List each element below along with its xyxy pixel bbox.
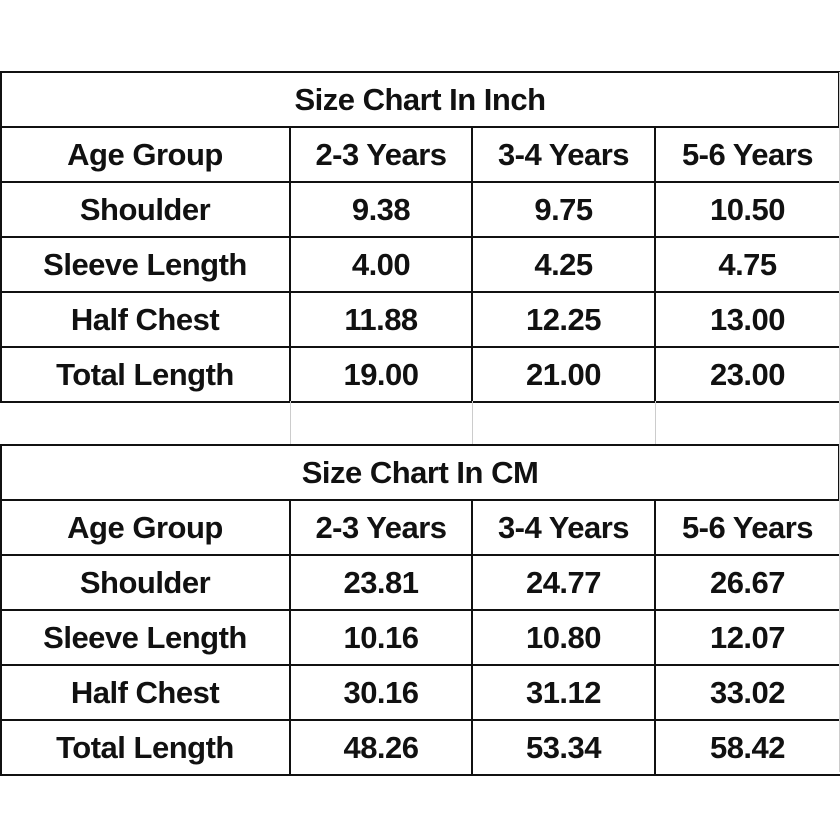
row-border	[0, 719, 840, 721]
value-cell: 10.16	[343, 619, 419, 655]
table-title: Size Chart In Inch	[294, 81, 546, 117]
row-label: Half Chest	[70, 674, 220, 710]
row-label: Sleeve Length	[43, 246, 247, 282]
value-cell: 33.02	[709, 674, 786, 710]
col-border	[654, 499, 656, 776]
value-cell: 21.00	[525, 356, 602, 392]
col-border	[0, 71, 2, 403]
separator-grid	[472, 401, 473, 444]
row-border	[0, 774, 840, 776]
value-cell: 4.00	[351, 246, 411, 282]
row-border	[0, 444, 840, 446]
value-cell: 13.00	[709, 301, 786, 337]
row-border	[0, 499, 840, 501]
header-cell: Age Group	[67, 509, 223, 545]
value-cell: 26.67	[709, 564, 786, 600]
value-cell: 23.00	[709, 356, 786, 392]
row-label: Total Length	[56, 729, 234, 765]
row-border	[0, 609, 840, 611]
row-label: Shoulder	[79, 191, 211, 227]
header-cell: 2-3 Years	[315, 509, 447, 545]
row-border	[0, 554, 840, 556]
header-cell: Age Group	[67, 136, 223, 172]
row-label: Total Length	[56, 356, 234, 392]
value-cell: 30.16	[343, 674, 419, 710]
col-border	[0, 444, 2, 776]
row-border	[0, 181, 840, 183]
col-border	[289, 499, 291, 776]
value-cell: 4.25	[534, 246, 593, 282]
separator-grid	[655, 401, 656, 444]
row-label: Shoulder	[79, 564, 211, 600]
value-cell: 10.50	[709, 191, 786, 227]
row-border	[0, 401, 840, 403]
row-border	[0, 664, 840, 666]
row-label: Half Chest	[70, 301, 220, 337]
value-cell: 31.12	[525, 674, 602, 710]
col-border	[289, 126, 291, 403]
header-cell: 3-4 Years	[497, 509, 630, 545]
header-cell: 3-4 Years	[497, 136, 630, 172]
value-cell: 4.75	[718, 246, 777, 282]
row-label: Sleeve Length	[43, 619, 247, 655]
value-cell: 53.34	[525, 729, 602, 765]
col-border	[471, 499, 473, 776]
row-border	[0, 236, 840, 238]
value-cell: 11.88	[344, 301, 418, 337]
col-border	[654, 126, 656, 403]
value-cell: 24.77	[525, 564, 602, 600]
header-cell: 2-3 Years	[315, 136, 447, 172]
value-cell: 9.75	[534, 191, 593, 227]
value-cell: 12.25	[525, 301, 602, 337]
value-cell: 9.38	[351, 191, 411, 227]
header-cell: 5-6 Years	[681, 509, 814, 545]
value-cell: 58.42	[709, 729, 786, 765]
row-border	[0, 126, 840, 128]
separator-grid	[290, 401, 291, 444]
row-border	[0, 346, 840, 348]
value-cell: 48.26	[343, 729, 419, 765]
col-border	[471, 126, 473, 403]
table-title: Size Chart In CM	[301, 454, 539, 490]
value-cell: 23.81	[343, 564, 419, 600]
value-cell: 19.00	[343, 356, 419, 392]
header-cell: 5-6 Years	[681, 136, 814, 172]
value-cell: 10.80	[525, 619, 602, 655]
row-border	[0, 71, 840, 73]
value-cell: 12.07	[709, 619, 786, 655]
row-border	[0, 291, 840, 293]
